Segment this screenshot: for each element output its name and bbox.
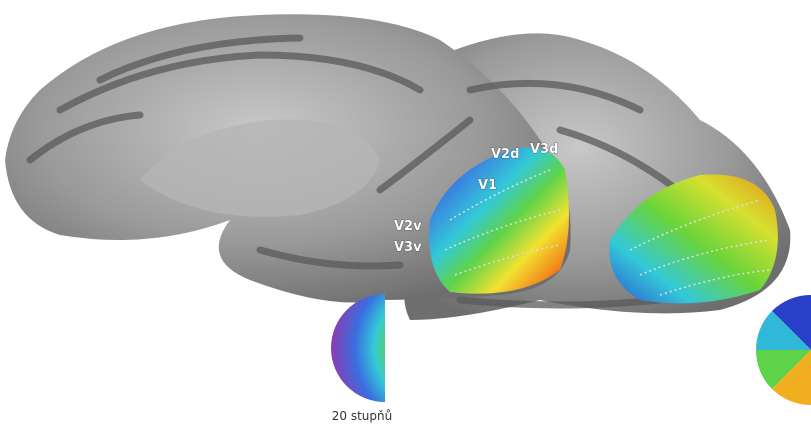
corpus [140,119,380,217]
area-label: V2v [394,219,422,234]
area-label: V1 [478,178,497,193]
retinotopy-back [609,174,778,304]
polar-legend [755,294,811,406]
eccentricity-legend [331,294,385,402]
boundaries [444,169,771,296]
area-label: V3d [530,142,558,157]
area-label: V2d [491,147,519,162]
sulci [26,34,694,309]
retinotopy-front [429,147,569,294]
caption: 20 stupňů [332,409,392,423]
area-label: V3v [394,240,422,255]
